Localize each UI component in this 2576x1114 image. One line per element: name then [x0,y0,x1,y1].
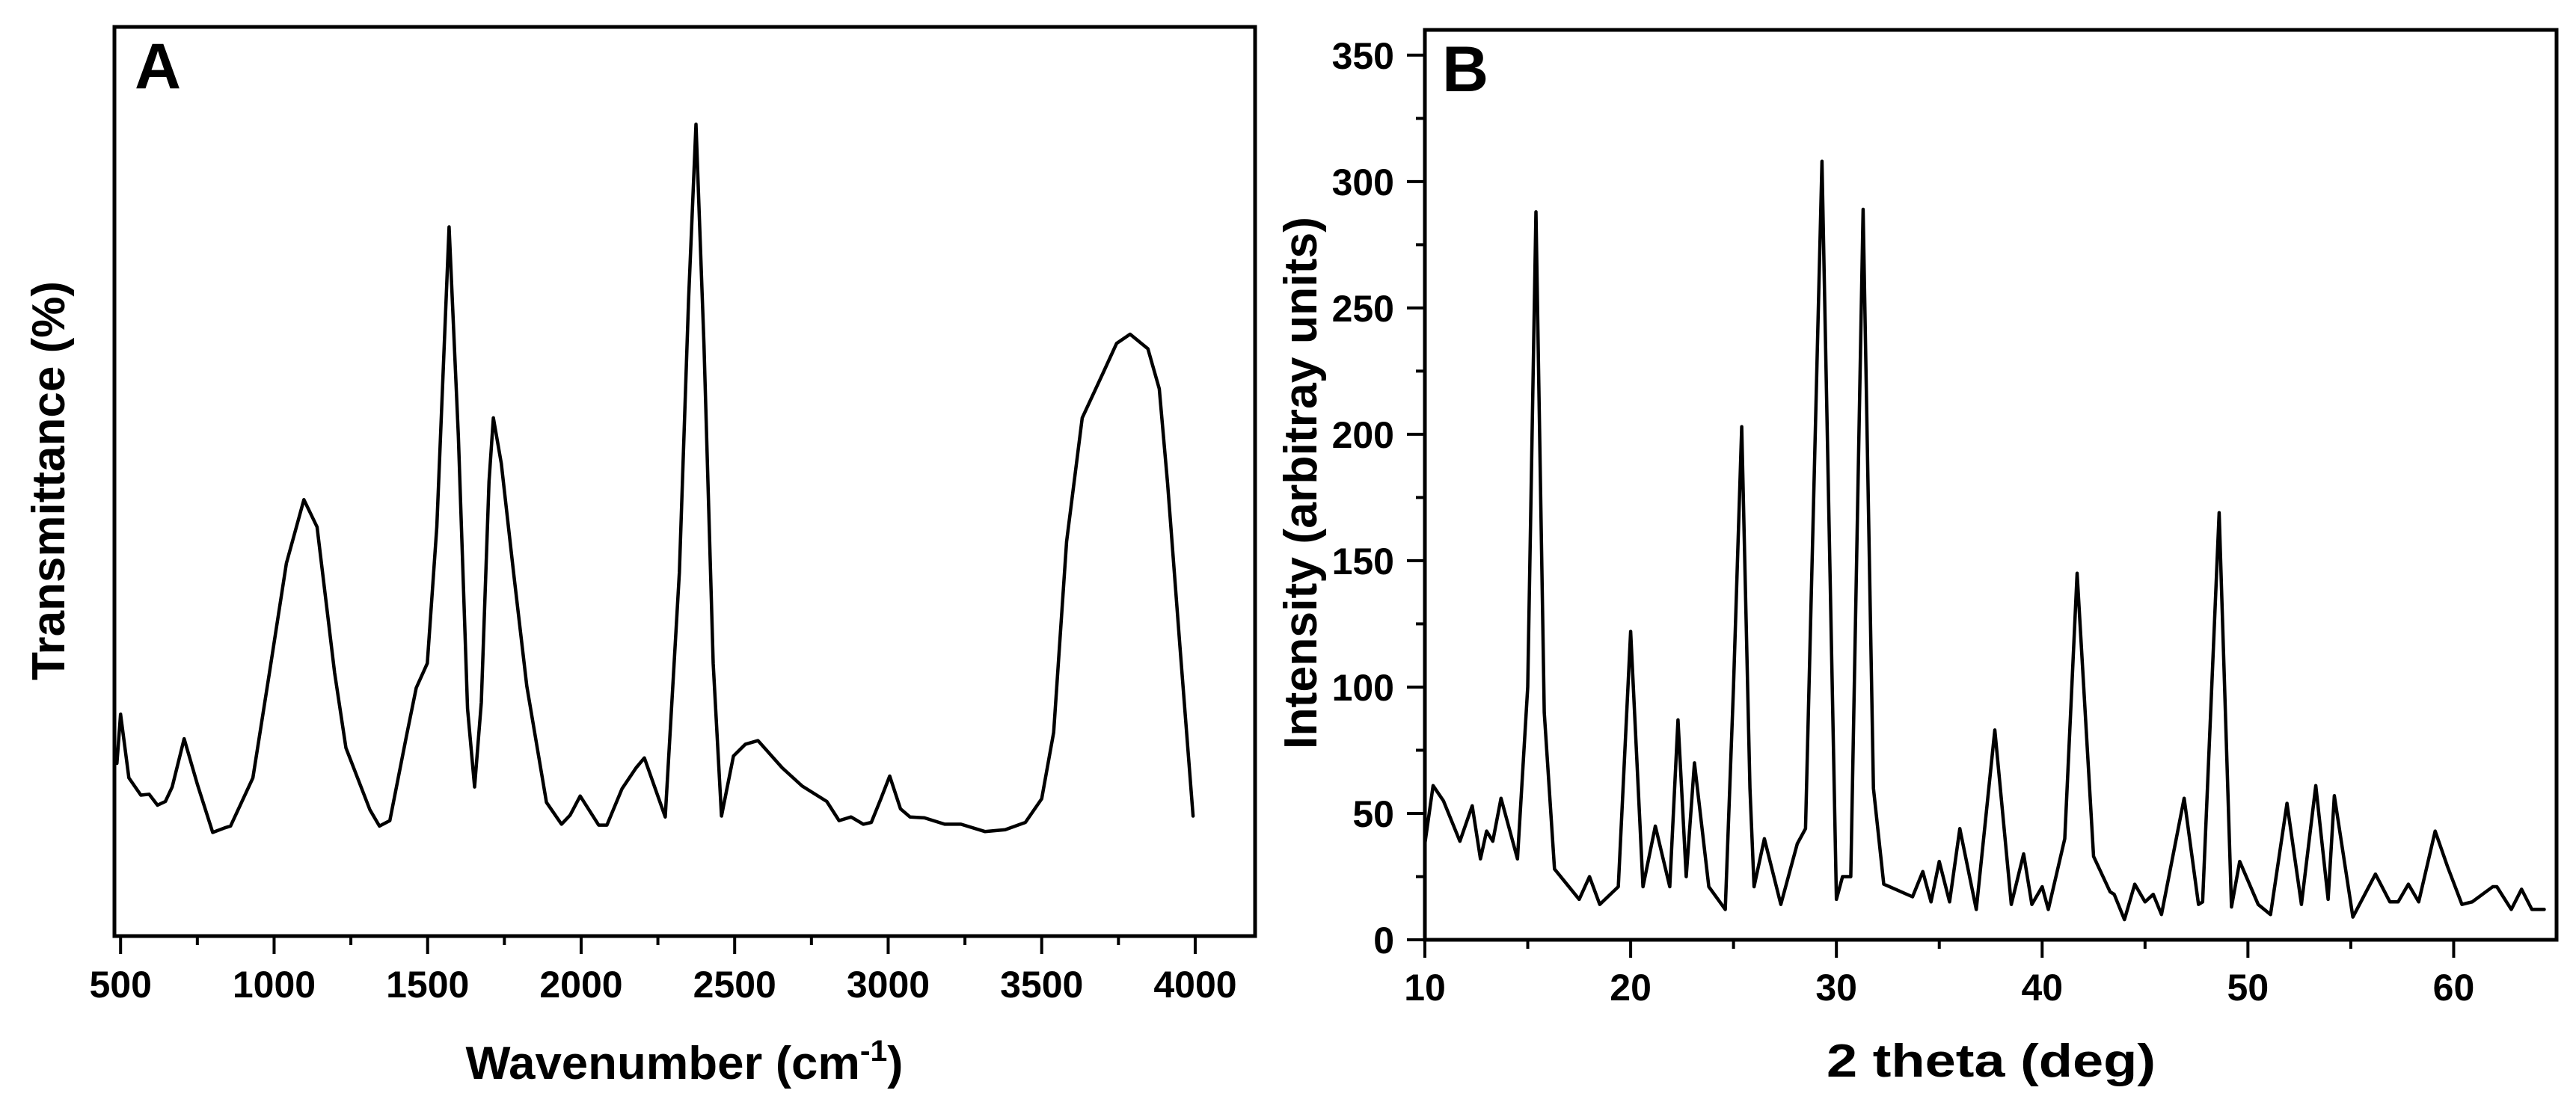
x-tick-label: 3000 [847,964,930,1006]
chart-b-plot-frame [1423,28,2559,942]
chart-a-y-axis-title: Transmittance (%) [23,281,75,680]
x-tick-label: 500 [89,964,151,1006]
chart-a-x-axis-title-close: ) [887,1038,903,1089]
x-tick-label: 50 [2227,967,2269,1009]
x-tick-label: 1500 [386,964,469,1006]
y-tick-label: 200 [1332,414,1394,456]
chart-b-x-ticks [1423,940,2456,958]
chart-b-diffraction-line [1423,159,2546,922]
chart-a-x-tick-labels: 500 1000 1500 2000 2500 3000 3500 4000 [89,964,1236,1006]
x-tick-label: 10 [1404,967,1446,1009]
panel-label-b: B [1442,34,1488,105]
chart-a-x-axis-title-text: Wavenumber (cm [466,1038,860,1089]
chart-a-x-ticks [119,936,1197,954]
chart-b-y-axis-title: Intensity (arbitray units) [1275,217,1327,749]
y-tick-label: 300 [1332,161,1394,203]
panel-label-a: A [135,31,181,102]
chart-b-xrd: 10 20 30 40 50 60 0 50 100 150 200 250 300 350 B 2 t… [1275,28,2559,1087]
chart-a-spectrum-line [115,122,1195,834]
x-tick-label: 1000 [233,964,316,1006]
chart-b-y-ticks [1407,53,1425,941]
y-tick-label: 350 [1332,35,1394,77]
y-tick-label: 50 [1352,793,1394,835]
x-tick-label: 60 [2433,967,2475,1009]
x-tick-label: 30 [1815,967,1857,1009]
x-tick-label: 4000 [1153,964,1236,1006]
chart-a-ftir: 500 1000 1500 2000 2500 3000 3500 4000 A Wavenu… [23,25,1257,1089]
y-tick-label: 100 [1332,667,1394,709]
chart-a-x-axis-title: Wavenumber (cm -1) [466,1035,904,1089]
x-tick-label: 2500 [693,964,776,1006]
chart-b-y-tick-labels: 0 50 100 150 200 250 300 350 [1332,35,1394,961]
y-tick-label: 250 [1332,288,1394,330]
y-tick-label: 0 [1373,920,1394,961]
y-tick-label: 150 [1332,541,1394,582]
chart-b-x-axis-title: 2 theta (deg) [1827,1035,2156,1087]
x-tick-label: 20 [1610,967,1652,1009]
chart-a-plot-frame [112,25,1257,938]
x-tick-label: 2000 [539,964,622,1006]
x-tick-label: 40 [2021,967,2063,1009]
chart-a-x-axis-title-superscript: -1 [860,1035,887,1068]
chart-b-x-tick-labels: 10 20 30 40 50 60 [1404,967,2474,1009]
x-tick-label: 3500 [1000,964,1083,1006]
